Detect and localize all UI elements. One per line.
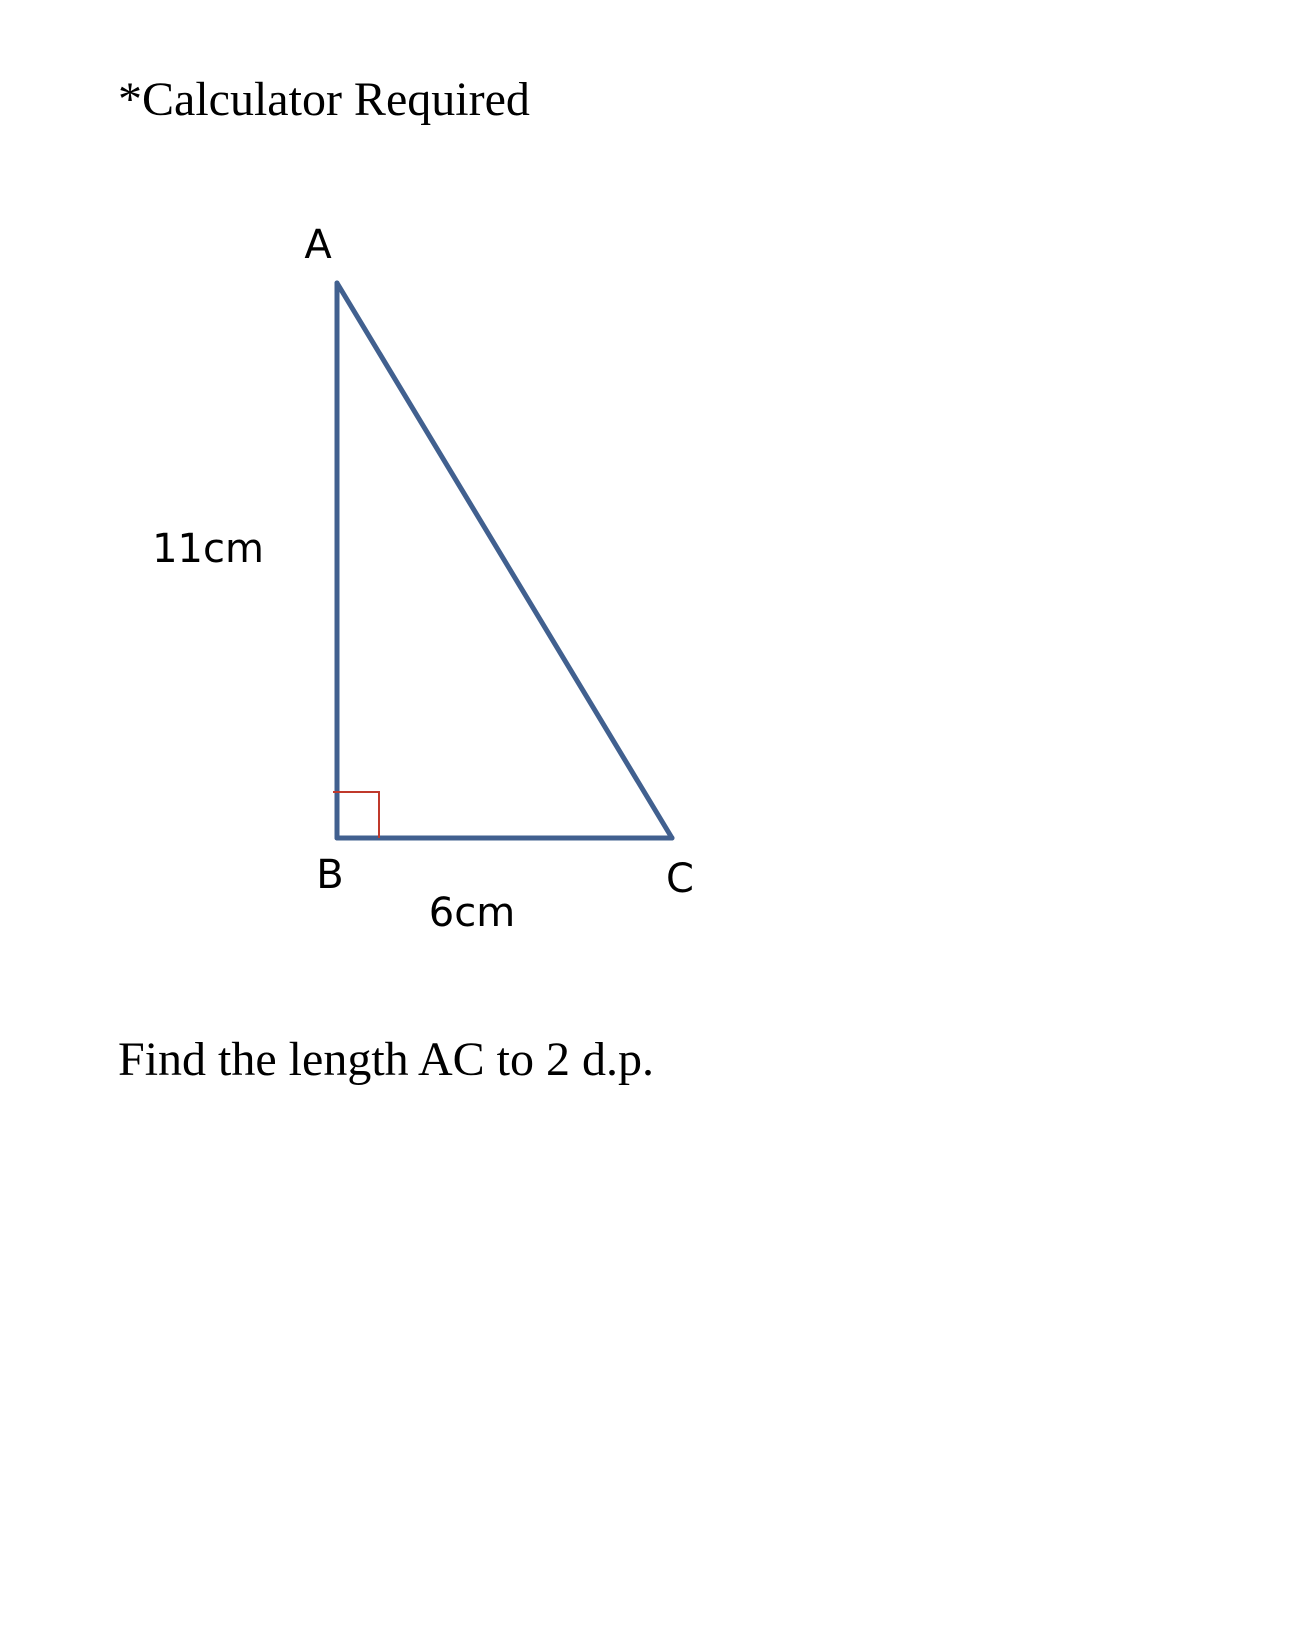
right-angle-marker xyxy=(333,791,380,838)
calculator-required-note: *Calculator Required xyxy=(118,73,530,126)
side-ac-hypotenuse xyxy=(334,280,675,841)
side-label-bc: 6cm xyxy=(429,890,515,936)
vertex-label-c: C xyxy=(666,856,694,902)
side-label-ab: 11cm xyxy=(152,526,264,572)
question-text: Find the length AC to 2 d.p. xyxy=(118,1033,655,1086)
vertex-label-b: B xyxy=(316,852,343,898)
vertex-label-a: A xyxy=(304,222,332,268)
